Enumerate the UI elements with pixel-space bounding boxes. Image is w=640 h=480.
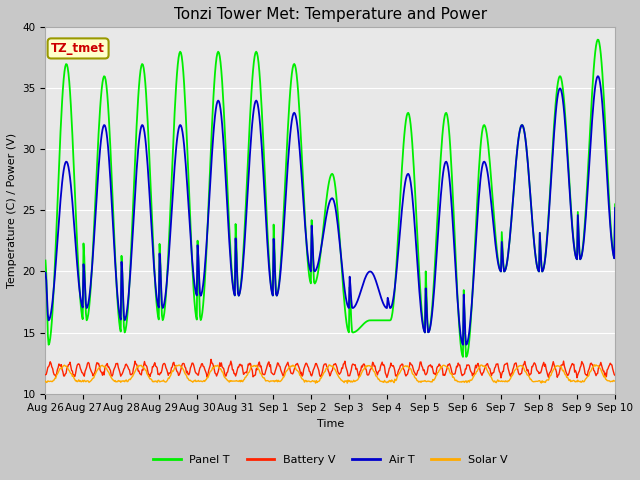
Panel T	[459, 354, 467, 360]
Battery V	[401, 367, 408, 373]
Solar V	[42, 378, 49, 384]
Solar V	[344, 380, 351, 386]
Air T	[611, 205, 619, 211]
Panel T	[52, 242, 60, 248]
Battery V	[417, 359, 425, 365]
Air T	[52, 261, 60, 267]
Panel T	[400, 142, 408, 147]
Solar V	[198, 379, 206, 384]
Solar V	[591, 362, 598, 368]
Legend: Panel T, Battery V, Air T, Solar V: Panel T, Battery V, Air T, Solar V	[148, 450, 512, 469]
Air T	[198, 288, 206, 293]
Battery V	[52, 373, 60, 379]
Solar V	[611, 378, 619, 384]
Solar V	[401, 363, 408, 369]
Y-axis label: Temperature (C) / Power (V): Temperature (C) / Power (V)	[7, 133, 17, 288]
Battery V	[611, 372, 619, 378]
Air T	[417, 298, 424, 304]
Panel T	[198, 310, 206, 315]
Air T	[594, 73, 602, 79]
Solar V	[417, 380, 425, 385]
Line: Panel T: Panel T	[45, 40, 615, 357]
Air T	[400, 192, 408, 197]
Panel T	[611, 202, 619, 207]
Solar V	[168, 368, 176, 374]
Air T	[111, 247, 118, 252]
Panel T	[111, 237, 118, 242]
Battery V	[497, 375, 505, 381]
Panel T	[168, 163, 176, 168]
Air T	[459, 342, 467, 348]
Battery V	[198, 361, 206, 367]
Battery V	[207, 357, 215, 362]
Solar V	[52, 375, 60, 381]
Line: Solar V: Solar V	[45, 365, 615, 383]
Air T	[168, 200, 176, 205]
Line: Battery V: Battery V	[45, 360, 615, 378]
Title: Tonzi Tower Met: Temperature and Power: Tonzi Tower Met: Temperature and Power	[173, 7, 487, 22]
Line: Air T: Air T	[45, 76, 615, 345]
Text: TZ_tmet: TZ_tmet	[51, 42, 105, 55]
Panel T	[42, 258, 49, 264]
Battery V	[111, 365, 118, 371]
Panel T	[594, 37, 602, 43]
Battery V	[168, 364, 176, 370]
X-axis label: Time: Time	[317, 419, 344, 429]
Solar V	[111, 378, 118, 384]
Panel T	[417, 286, 424, 292]
Battery V	[42, 372, 49, 378]
Air T	[42, 270, 49, 276]
